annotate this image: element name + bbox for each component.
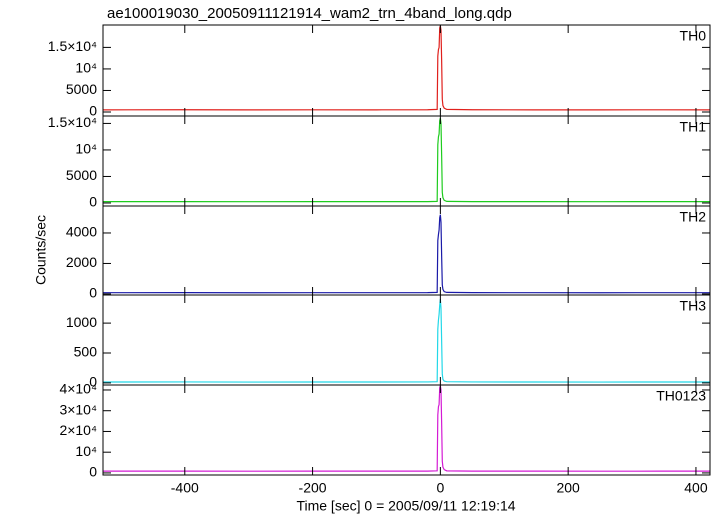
y-tick-label: 2×10⁴	[59, 422, 97, 438]
y-tick-label: 5000	[66, 167, 97, 183]
light-curve	[103, 117, 710, 203]
x-tick-label: 200	[556, 480, 580, 496]
panel-label: TH0	[680, 28, 707, 44]
light-curve	[103, 25, 710, 111]
panel-label: TH0123	[656, 388, 706, 404]
panel-frame	[102, 115, 711, 207]
chart-title: ae100019030_20050911121914_wam2_trn_4ban…	[107, 5, 512, 22]
light-curve	[103, 214, 710, 294]
y-tick-label: 0	[89, 374, 97, 390]
panel-label: TH1	[680, 119, 707, 135]
x-tick-label: 0	[436, 480, 444, 496]
panel-frame	[102, 24, 711, 117]
y-axis-label: Counts/sec	[33, 215, 49, 285]
y-tick-label: 4×10⁴	[59, 381, 97, 397]
y-tick-label: 1.5×10⁴	[48, 38, 97, 54]
light-curve	[103, 299, 710, 383]
y-tick-label: 0	[89, 103, 97, 119]
panel-label: TH2	[680, 209, 707, 225]
y-tick-label: 10⁴	[75, 60, 97, 76]
y-tick-label: 0	[89, 464, 97, 480]
y-tick-label: 5000	[66, 81, 97, 97]
y-tick-label: 10⁴	[75, 443, 97, 459]
x-tick-label: -200	[299, 480, 327, 496]
y-tick-label: 1.5×10⁴	[48, 114, 97, 130]
panel-frame	[102, 384, 711, 476]
y-tick-label: 2000	[66, 254, 97, 270]
x-tick-label: 400	[684, 480, 708, 496]
panel-frame	[102, 205, 711, 296]
y-tick-label: 0	[89, 194, 97, 210]
panel-frame	[102, 294, 711, 386]
panel-label: TH3	[680, 298, 707, 314]
light-curve	[103, 385, 710, 472]
y-tick-label: 500	[74, 344, 98, 360]
x-axis-label: Time [sec] 0 = 2005/09/11 12:19:14	[296, 498, 515, 514]
y-tick-label: 4000	[66, 224, 97, 240]
x-tick-label: -400	[171, 480, 199, 496]
y-tick-label: 10⁴	[75, 141, 97, 157]
y-tick-label: 0	[89, 285, 97, 301]
y-tick-label: 1000	[66, 314, 97, 330]
y-tick-label: 3×10⁴	[59, 401, 97, 417]
